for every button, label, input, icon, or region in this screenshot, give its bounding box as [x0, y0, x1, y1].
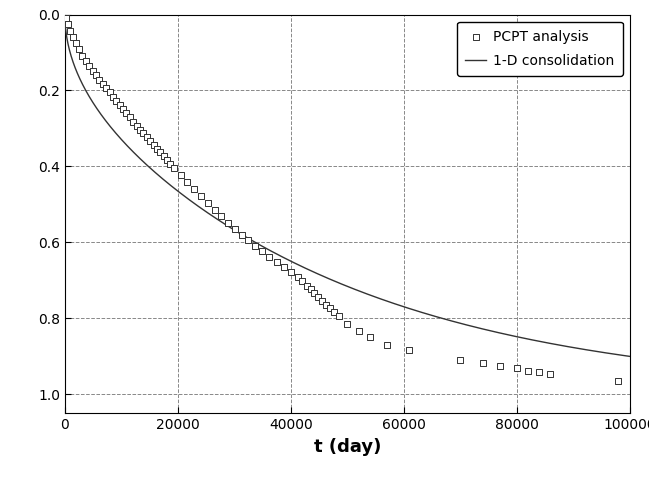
PCPT analysis [149, 141, 159, 149]
PCPT analysis [301, 282, 312, 290]
PCPT analysis [478, 359, 488, 367]
PCPT analysis [152, 145, 162, 153]
Line: 1-D consolidation: 1-D consolidation [65, 18, 630, 356]
PCPT analysis [365, 333, 375, 341]
PCPT analysis [313, 293, 324, 301]
PCPT analysis [91, 71, 101, 79]
PCPT analysis [158, 152, 169, 160]
PCPT analysis [189, 185, 199, 193]
PCPT analysis [522, 367, 533, 375]
PCPT analysis [223, 219, 233, 226]
PCPT analysis [404, 347, 415, 354]
PCPT analysis [342, 320, 352, 328]
PCPT analysis [382, 341, 392, 348]
1-D consolidation [336, 280, 343, 286]
PCPT analysis [65, 27, 75, 35]
PCPT analysis [495, 362, 505, 369]
1-D consolidation [90, 101, 97, 107]
PCPT analysis [155, 148, 165, 156]
PCPT analysis [145, 137, 155, 145]
PCPT analysis [511, 364, 522, 372]
PCPT analysis [534, 368, 545, 376]
Legend: PCPT analysis, 1-D consolidation: PCPT analysis, 1-D consolidation [457, 21, 622, 76]
PCPT analysis [286, 268, 296, 276]
PCPT analysis [292, 273, 302, 281]
PCPT analysis [108, 93, 118, 101]
PCPT analysis [121, 109, 132, 117]
PCPT analysis [71, 39, 81, 47]
X-axis label: t (day): t (day) [313, 437, 381, 455]
PCPT analysis [162, 156, 172, 164]
PCPT analysis [257, 247, 267, 255]
PCPT analysis [613, 377, 624, 385]
PCPT analysis [210, 206, 220, 213]
PCPT analysis [455, 356, 465, 364]
PCPT analysis [97, 80, 108, 88]
PCPT analysis [175, 171, 186, 179]
PCPT analysis [317, 297, 328, 305]
PCPT analysis [94, 76, 104, 84]
PCPT analysis [111, 97, 121, 104]
PCPT analysis [61, 15, 71, 22]
1-D consolidation [61, 16, 69, 21]
PCPT analysis [230, 225, 240, 232]
PCPT analysis [128, 118, 138, 125]
PCPT analysis [77, 52, 88, 59]
1-D consolidation [626, 353, 633, 359]
PCPT analysis [334, 312, 344, 320]
1-D consolidation [321, 274, 328, 280]
PCPT analysis [202, 199, 213, 207]
PCPT analysis [325, 304, 336, 312]
PCPT analysis [131, 122, 141, 130]
PCPT analysis [353, 327, 363, 335]
PCPT analysis [125, 114, 135, 122]
PCPT analysis [196, 192, 206, 200]
PCPT analysis [141, 133, 152, 141]
PCPT analysis [84, 62, 94, 69]
PCPT analysis [118, 105, 129, 113]
PCPT analysis [67, 33, 78, 40]
PCPT analysis [250, 242, 260, 250]
PCPT analysis [88, 67, 98, 75]
PCPT analysis [243, 237, 254, 244]
PCPT analysis [74, 46, 84, 53]
PCPT analysis [101, 85, 112, 92]
PCPT analysis [305, 285, 315, 293]
1-D consolidation [609, 351, 617, 357]
PCPT analysis [165, 160, 176, 168]
PCPT analysis [279, 263, 289, 271]
PCPT analysis [169, 164, 179, 172]
PCPT analysis [545, 370, 556, 378]
PCPT analysis [216, 212, 227, 220]
PCPT analysis [297, 278, 307, 285]
PCPT analysis [321, 301, 332, 309]
PCPT analysis [138, 129, 149, 137]
PCPT analysis [182, 178, 193, 186]
1-D consolidation [609, 351, 617, 357]
PCPT analysis [62, 20, 73, 28]
PCPT analysis [104, 88, 115, 96]
PCPT analysis [329, 308, 339, 316]
PCPT analysis [310, 289, 320, 297]
PCPT analysis [114, 101, 125, 109]
PCPT analysis [80, 57, 91, 65]
PCPT analysis [135, 126, 145, 134]
1-D consolidation [506, 332, 513, 338]
PCPT analysis [264, 253, 275, 260]
PCPT analysis [271, 258, 282, 266]
PCPT analysis [236, 231, 247, 239]
